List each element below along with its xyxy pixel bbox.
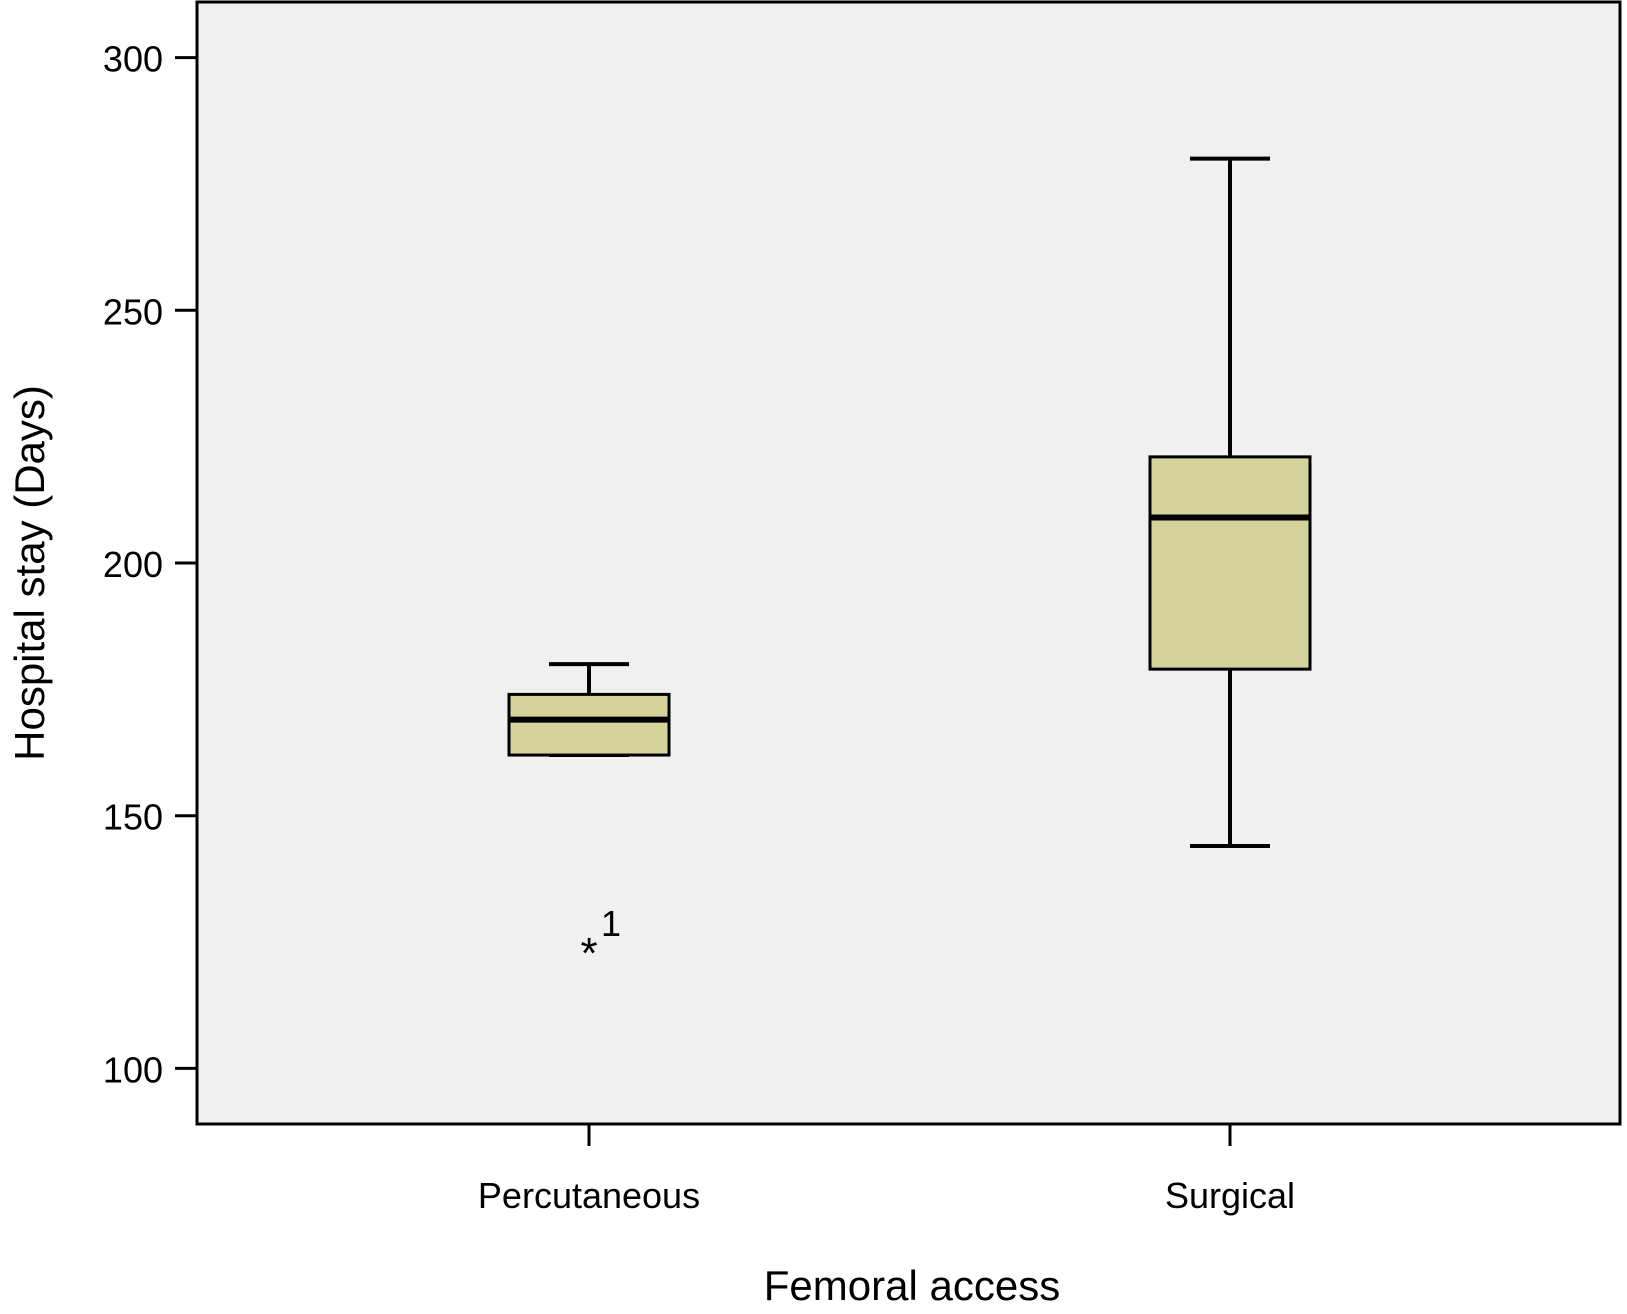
y-tick-label-300: 300: [103, 39, 163, 80]
y-axis: 100 150 200 250 300: [103, 39, 197, 1090]
boxes: *1: [507, 156, 1312, 978]
box-percutaneous: *1: [507, 662, 671, 978]
outlier-label-percutaneous-0: 1: [601, 903, 621, 944]
y-tick-label-100: 100: [103, 1049, 163, 1090]
x-tick-label-surgical: Surgical: [1165, 1175, 1295, 1216]
x-axis-label: Femoral access: [764, 1262, 1060, 1309]
y-tick-label-150: 150: [103, 797, 163, 838]
iqr-box-surgical: [1148, 455, 1312, 671]
y-tick-label-200: 200: [103, 544, 163, 585]
x-axis: Percutaneous Surgical: [478, 1124, 1295, 1216]
y-axis-label: Hospital stay (Days): [6, 385, 53, 761]
x-tick-label-percutaneous: Percutaneous: [478, 1175, 700, 1216]
outlier-marker-percutaneous-0: *: [580, 929, 597, 978]
iqr-box-percutaneous: [507, 692, 671, 757]
y-tick-label-250: 250: [103, 291, 163, 332]
box-surgical: [1148, 156, 1312, 849]
plot-area: [195, 0, 1622, 1126]
